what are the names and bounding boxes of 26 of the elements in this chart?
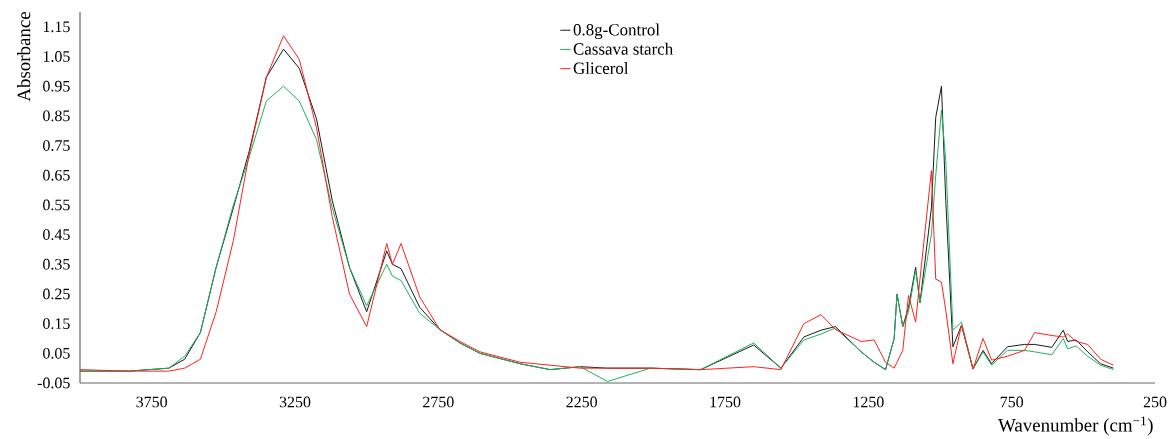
x-axis-title: Wavenumber (cm$^{−1}$)	[998, 416, 1153, 436]
x-tick-label: 3250	[279, 396, 311, 408]
y-tick-label: -0.05	[37, 377, 70, 389]
legend-label: 0.8g-Control	[573, 23, 660, 40]
y-tick-label: 0.55	[43, 199, 70, 211]
x-tick-label: 250	[1143, 396, 1167, 408]
x-tick-label: 1750	[710, 396, 741, 408]
y-tick-label: 1.15	[43, 21, 70, 33]
y-tick-label: 0.45	[43, 229, 70, 241]
y-tick-label: 0.15	[43, 318, 70, 330]
y-tick-label: 0.75	[43, 140, 70, 152]
y-tick-label: 0.95	[43, 80, 70, 92]
legend-label: Glicerol	[573, 62, 629, 75]
x-tick-label: 750	[1000, 396, 1024, 408]
x-tick-label: 2250	[566, 396, 597, 408]
y-tick-label: 0.25	[43, 288, 70, 300]
y-axis-title: Absorbance	[17, 12, 31, 102]
y-tick-label: 0.85	[43, 110, 70, 122]
legend-label: Cassava starch	[573, 42, 673, 55]
y-tick-label: 0.65	[43, 169, 70, 181]
x-tick-label: 2750	[423, 396, 454, 408]
y-tick-label: 0.35	[43, 258, 70, 270]
y-tick-label: 1.05	[43, 51, 70, 63]
x-tick-label: 3750	[136, 396, 167, 408]
x-tick-label: 1250	[853, 396, 884, 408]
y-tick-label: 0.05	[43, 348, 70, 359]
